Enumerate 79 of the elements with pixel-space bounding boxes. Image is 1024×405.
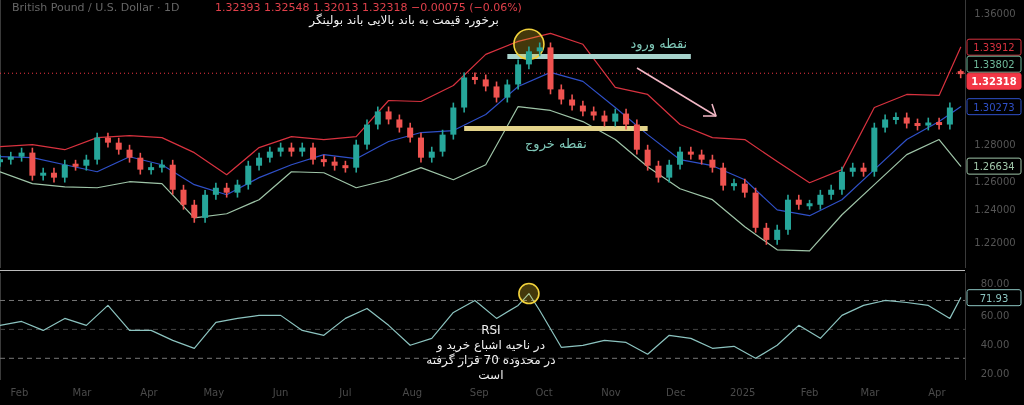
y-tick-label: 1.28000	[974, 138, 1016, 150]
annotation: برخورد قیمت به باند بالایی باند بولینگر	[308, 13, 499, 29]
candlestick	[180, 184, 187, 211]
candlestick	[687, 145, 694, 161]
candlestick	[741, 177, 748, 199]
candlestick	[623, 107, 630, 131]
x-tick-label: Mar	[860, 387, 881, 398]
data-label: 1.33912	[973, 42, 1015, 54]
candlestick	[731, 177, 737, 192]
y-tick-label: 1.22000	[974, 236, 1016, 248]
y-tick-label: 1.24000	[974, 204, 1016, 216]
x-tick-label: Mar	[72, 387, 93, 398]
x-tick-label: Dec	[666, 387, 686, 398]
candlestick	[40, 167, 47, 182]
candlestick	[364, 118, 370, 151]
candlestick	[353, 138, 360, 174]
y-tick-label: 1.26000	[974, 176, 1016, 188]
x-tick-label: Sep	[469, 387, 489, 398]
candlestick	[677, 145, 684, 171]
candlestick	[439, 128, 446, 158]
series-label: نقطه ورود	[630, 36, 688, 53]
ref-line-label: 1.32318	[971, 76, 1017, 88]
candlestick	[817, 189, 824, 211]
y-tick-label: 20.00	[980, 367, 1010, 379]
y-tick-label: 1.36000	[974, 8, 1016, 20]
candlestick	[536, 41, 543, 58]
candlestick	[493, 80, 500, 104]
x-tick-label: Nov	[601, 387, 621, 398]
y-tick-label: 60.00	[980, 309, 1010, 321]
candlestick	[374, 105, 381, 131]
y-tick-label: 80.00	[980, 277, 1010, 289]
candlestick	[7, 151, 14, 166]
candlestick	[946, 101, 953, 131]
y-tick-label: 40.00	[980, 338, 1010, 350]
candlestick	[320, 153, 327, 168]
candlestick	[202, 189, 209, 224]
chart-title: British Pound / U.S. Dollar · 1D	[12, 1, 180, 14]
candlestick	[515, 58, 522, 91]
candlestick	[838, 166, 845, 196]
candlestick	[191, 199, 198, 224]
candlestick	[655, 160, 662, 184]
data-label: 71.93	[979, 292, 1009, 304]
series-label: نقطه خروج	[524, 135, 587, 152]
candlestick	[720, 161, 727, 192]
x-tick-label: Jun	[271, 387, 289, 398]
candlestick	[504, 78, 511, 104]
chart-subtitle: 1.32393 1.32548 1.32013 1.32318 −0.00075 (−0.06%)	[215, 1, 522, 14]
candlestick	[310, 141, 317, 166]
candlestick	[774, 224, 781, 246]
candlestick	[763, 222, 770, 246]
candlestick	[417, 131, 424, 164]
annotation: 1.33802	[973, 59, 1015, 71]
candlestick	[94, 131, 101, 166]
x-tick-label: May	[203, 387, 225, 398]
x-tick-label: 2025	[729, 387, 756, 398]
x-tick-label: Jul	[338, 387, 352, 398]
candlestick	[558, 83, 565, 106]
data-label: 1.26634	[973, 161, 1015, 173]
candlestick	[666, 159, 673, 184]
candlestick	[644, 143, 651, 172]
candlestick	[29, 146, 36, 182]
x-tick-label: Feb	[800, 387, 819, 398]
candlestick	[158, 159, 165, 174]
candlestick	[849, 161, 856, 178]
candlestick	[148, 161, 155, 176]
candlestick	[925, 116, 932, 132]
candlestick	[299, 141, 306, 158]
candlestick	[407, 121, 414, 144]
x-tick-label: Aug	[402, 387, 423, 398]
candlestick	[525, 45, 532, 71]
candlestick	[137, 151, 144, 176]
x-tick-label: Apr	[928, 387, 947, 398]
x-tick-label: Oct	[535, 387, 553, 398]
x-tick-label: Apr	[140, 387, 159, 398]
x-tick-label: Feb	[10, 387, 29, 398]
candlestick	[61, 159, 68, 184]
candlestick	[245, 160, 252, 191]
data-label: 1.30273	[973, 101, 1015, 113]
line-series	[0, 105, 962, 252]
